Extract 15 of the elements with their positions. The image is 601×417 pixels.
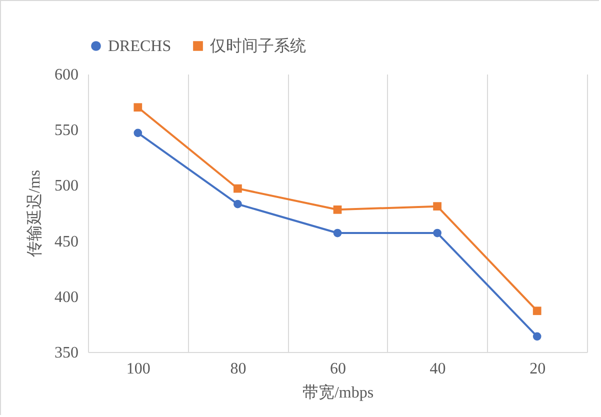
x-tick-label: 100 — [126, 360, 150, 378]
y-axis-title: 传输延迟/ms — [26, 170, 44, 258]
y-tick-label: 400 — [54, 288, 78, 306]
x-tick-label: 20 — [530, 360, 546, 378]
y-tick-label: 450 — [54, 233, 78, 250]
y-tick-label: 600 — [54, 66, 78, 84]
x-tick-label: 80 — [230, 360, 246, 378]
legend-label: DRECHS — [108, 38, 172, 55]
x-tick-label: 60 — [330, 360, 346, 378]
y-tick-label: 500 — [54, 178, 78, 195]
y-tick-label: 350 — [54, 344, 78, 362]
x-tick-label: 40 — [430, 360, 446, 378]
y-tick-label: 550 — [54, 122, 78, 140]
x-axis-title: 带宽/mbps — [302, 384, 374, 402]
legend-label: 仅时间子系统 — [210, 37, 306, 55]
